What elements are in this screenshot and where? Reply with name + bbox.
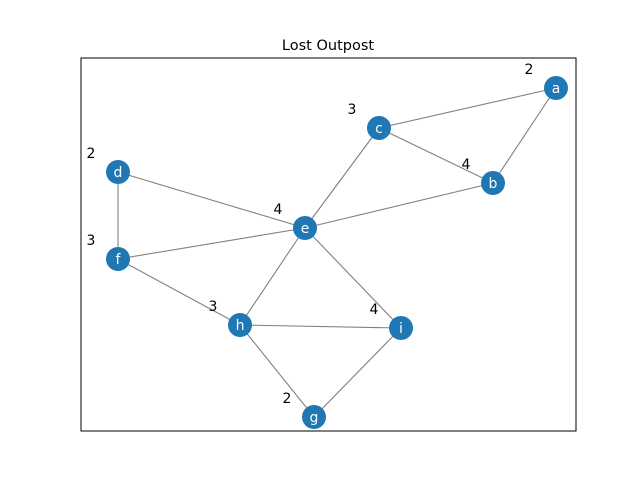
degree-label-e: 4: [274, 202, 283, 218]
node-i: i: [389, 316, 413, 340]
node-label-h: h: [236, 318, 245, 334]
node-label-a: a: [552, 81, 561, 97]
node-b: b: [481, 171, 505, 195]
edge-h-i: [239, 324, 402, 329]
node-label-b: b: [489, 176, 498, 192]
node-circle-i: [389, 316, 413, 340]
degree-label-layer: 2 4 3 2 4 3 2 3 4: [87, 62, 534, 407]
edge-c-b: [378, 127, 494, 184]
node-circle-h: [228, 313, 252, 337]
degree-label-a: 2: [525, 62, 534, 78]
edge-h-g: [239, 324, 315, 418]
degree-label-d: 2: [87, 146, 96, 162]
node-circle-g: [302, 405, 326, 429]
node-layer: a b c d e f g h i: [106, 76, 568, 429]
edge-b-e: [304, 182, 494, 229]
edge-a-c: [378, 87, 557, 129]
edge-e-i: [304, 227, 402, 329]
edge-d-e: [117, 171, 306, 229]
node-g: g: [302, 405, 326, 429]
node-circle-f: [106, 247, 130, 271]
degree-label-b: 4: [462, 157, 471, 173]
node-circle-e: [293, 216, 317, 240]
node-f: f: [106, 247, 130, 271]
edge-e-f: [117, 227, 306, 260]
node-d: d: [106, 160, 130, 184]
degree-label-f: 3: [87, 233, 96, 249]
node-c: c: [367, 116, 391, 140]
node-label-g: g: [310, 410, 319, 426]
node-label-c: c: [375, 121, 383, 137]
node-label-f: f: [116, 252, 122, 268]
degree-label-c: 3: [348, 102, 357, 118]
node-label-e: e: [301, 221, 310, 237]
edge-a-b: [492, 87, 557, 184]
degree-label-h: 3: [209, 299, 218, 315]
figure-title: Lost Outpost: [282, 38, 374, 54]
node-label-d: d: [114, 165, 123, 181]
edge-layer: [117, 87, 557, 418]
plot-frame: [80, 57, 577, 432]
node-e: e: [293, 216, 317, 240]
degree-label-i: 4: [370, 302, 379, 318]
node-circle-a: [544, 76, 568, 100]
node-circle-d: [106, 160, 130, 184]
node-h: h: [228, 313, 252, 337]
edge-c-e: [304, 127, 380, 229]
node-a: a: [544, 76, 568, 100]
node-circle-c: [367, 116, 391, 140]
degree-label-g: 2: [283, 391, 292, 407]
node-circle-b: [481, 171, 505, 195]
node-label-i: i: [399, 321, 403, 337]
edge-e-h: [239, 227, 306, 326]
edge-f-h: [117, 258, 241, 326]
edge-i-g: [313, 327, 402, 418]
